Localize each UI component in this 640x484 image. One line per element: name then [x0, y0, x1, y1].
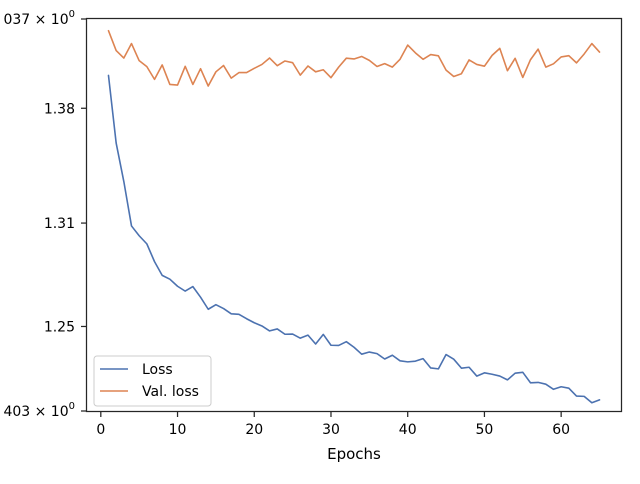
y-axis: 403 × 100 1.25 1.31 1.38 037 × 100 — [3, 9, 87, 420]
x-tick-label: 30 — [322, 422, 340, 438]
x-tick-label: 60 — [552, 422, 570, 438]
plot-area-frame — [85, 17, 623, 413]
series-lines — [107, 29, 601, 404]
series-line-1 — [107, 29, 601, 87]
legend-label: Val. loss — [142, 384, 199, 400]
y-tick-label: 1.38 — [44, 101, 75, 117]
x-tick-label: 0 — [96, 422, 105, 438]
y-tick-label: 1.31 — [44, 216, 75, 232]
legend: Loss Val. loss — [93, 355, 212, 407]
legend-label: Loss — [142, 362, 173, 378]
y-tick-label: 1.25 — [44, 319, 75, 335]
y-tick-label: 403 × 100 — [3, 401, 75, 420]
x-tick-label: 50 — [476, 422, 494, 438]
x-axis: 0 10 20 30 40 50 60 — [96, 411, 570, 438]
x-tick-label: 10 — [169, 422, 187, 438]
series-line-0 — [107, 74, 601, 404]
x-axis-label: Epochs — [327, 445, 381, 463]
x-tick-label: 40 — [399, 422, 417, 438]
y-tick-label: 037 × 100 — [3, 9, 75, 28]
x-tick-label: 20 — [245, 422, 263, 438]
